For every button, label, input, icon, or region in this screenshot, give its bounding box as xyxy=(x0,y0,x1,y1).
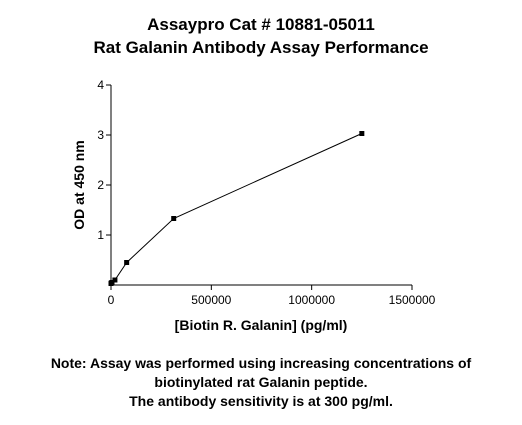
x-axis-label: [Biotin R. Galanin] (pg/ml) xyxy=(175,317,348,333)
note-line-3: The antibody sensitivity is at 300 pg/ml… xyxy=(129,393,393,409)
data-point xyxy=(112,277,118,283)
data-point xyxy=(359,131,365,136)
x-tick-label: 0 xyxy=(108,293,115,307)
note-line-1: Note: Assay was performed using increasi… xyxy=(51,355,472,371)
y-tick-label: 1 xyxy=(97,228,104,242)
plot-area: 1 2 3 4 0 500000 1000000 1500000 xyxy=(97,78,435,307)
series-line xyxy=(110,133,363,284)
y-tick-label: 3 xyxy=(97,128,104,142)
data-point xyxy=(171,216,177,221)
x-tick-label: 1000000 xyxy=(288,293,335,307)
chart-title-line-1: Assaypro Cat # 10881-05011 xyxy=(147,15,375,34)
y-tick-label: 2 xyxy=(97,178,104,192)
y-axis-ticks: 1 2 3 4 xyxy=(97,78,111,242)
x-axis-ticks: 0 500000 1000000 1500000 xyxy=(108,285,436,307)
data-point xyxy=(109,280,115,285)
note-line-2: biotinylated rat Galanin peptide. xyxy=(154,374,367,390)
y-tick-label: 4 xyxy=(97,78,104,92)
data-point xyxy=(124,260,130,265)
chart-title-line-2: Rat Galanin Antibody Assay Performance xyxy=(93,38,428,57)
series-layer xyxy=(108,131,365,286)
x-tick-label: 1500000 xyxy=(389,293,436,307)
x-tick-label: 500000 xyxy=(191,293,231,307)
y-axis-label: OD at 450 nm xyxy=(71,140,87,229)
